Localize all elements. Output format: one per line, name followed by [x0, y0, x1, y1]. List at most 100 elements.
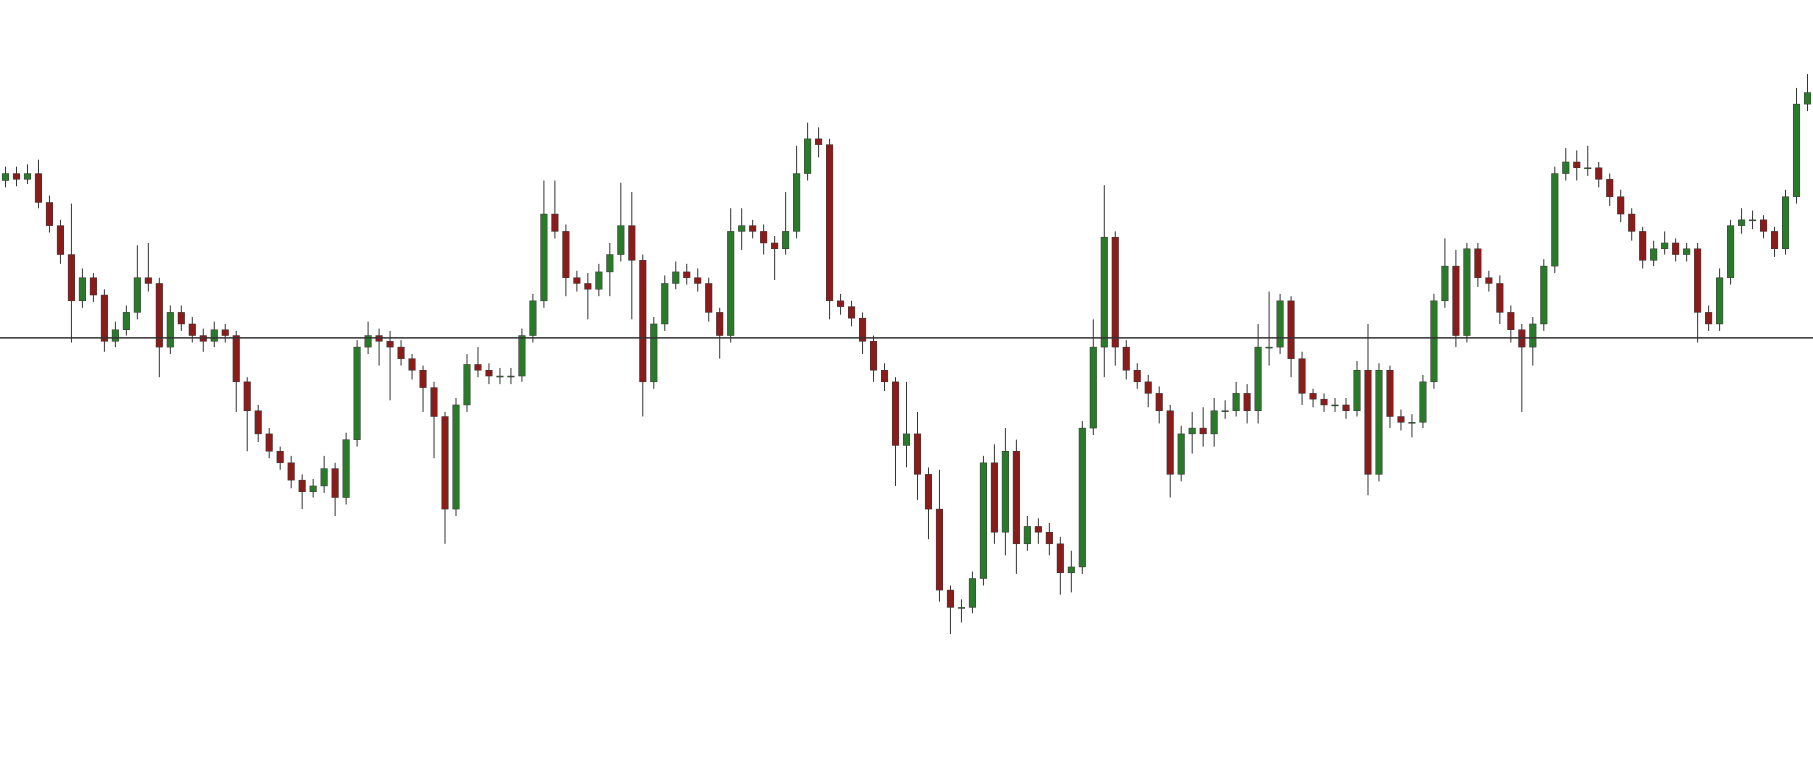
candle-body — [320, 468, 328, 487]
candle-body — [1474, 248, 1482, 278]
candle-body — [507, 375, 515, 378]
candle-body — [155, 283, 163, 348]
candle-body — [1738, 219, 1746, 226]
candle-body — [1133, 369, 1141, 383]
candle-body — [485, 369, 493, 377]
candle-body — [1727, 225, 1735, 278]
candle-body — [1792, 103, 1801, 197]
candle-body — [188, 323, 196, 336]
candle-body — [100, 294, 108, 342]
candle-body — [144, 277, 152, 284]
candle-body — [1320, 398, 1328, 406]
candle-body — [946, 589, 954, 608]
candle-body — [364, 335, 372, 348]
candle-body — [276, 450, 284, 464]
candle-body — [913, 433, 922, 475]
candle-body — [650, 323, 658, 383]
candle-body — [1122, 346, 1130, 371]
candle-body — [1419, 381, 1427, 423]
candle-body — [441, 416, 449, 510]
candle-body — [1243, 393, 1251, 411]
candle-body — [1617, 196, 1625, 215]
candle-body — [23, 173, 32, 180]
candle-body — [727, 231, 735, 336]
candle-body — [1573, 161, 1581, 169]
candle-body — [1803, 92, 1812, 105]
candle-body — [979, 462, 987, 579]
candle-body — [1496, 283, 1504, 313]
candle-body — [1034, 526, 1042, 533]
candle-body — [738, 225, 746, 232]
candle-body — [1397, 416, 1405, 423]
candle-body — [826, 144, 834, 302]
candle-body — [1056, 543, 1064, 573]
candle-body — [639, 260, 647, 383]
candle-body — [1364, 369, 1372, 475]
candle-body — [1540, 265, 1548, 325]
candle-body — [760, 231, 768, 244]
candle-body — [1089, 346, 1097, 429]
candle-body — [89, 277, 97, 296]
candle-body — [990, 462, 998, 533]
candle-body — [957, 607, 965, 609]
candle-body — [45, 202, 53, 226]
candle-body — [254, 410, 262, 435]
candle-body — [452, 404, 460, 510]
candle-body — [1694, 248, 1702, 313]
candle-body — [782, 231, 790, 250]
candle-body — [1012, 450, 1020, 545]
candle-body — [1265, 346, 1273, 349]
candle-body — [705, 283, 713, 313]
candle-body — [891, 381, 900, 446]
candle-body — [265, 433, 273, 452]
candle-body — [122, 312, 130, 330]
candle-body — [177, 312, 185, 325]
candle-body — [309, 485, 317, 492]
candle-body — [1661, 242, 1669, 250]
candle-body — [1155, 393, 1163, 411]
candle-body — [12, 173, 21, 180]
candle-body — [924, 474, 933, 510]
candle-body — [1606, 179, 1614, 197]
candle-body — [1650, 248, 1658, 261]
candle-body — [1276, 300, 1284, 348]
candle-body — [672, 271, 680, 284]
candle-body — [1, 173, 10, 181]
candle-body — [595, 271, 603, 290]
candle-body — [815, 138, 823, 145]
candle-body — [1254, 346, 1262, 411]
candle-body — [56, 225, 64, 255]
candle-body — [463, 364, 471, 406]
candle-body — [1760, 219, 1768, 232]
candle-body — [1309, 393, 1317, 400]
candle-body — [1749, 219, 1757, 222]
candle-body — [1430, 300, 1438, 383]
candle-body — [694, 277, 702, 284]
candle-body — [793, 173, 801, 232]
candle-body — [859, 317, 867, 342]
candle-body — [1551, 173, 1559, 267]
candle-body — [1672, 242, 1680, 255]
candle-body — [67, 254, 75, 302]
candle-body — [1100, 236, 1108, 348]
candle-body — [1485, 277, 1493, 284]
candle-body — [1375, 369, 1383, 475]
candle-body — [540, 213, 548, 302]
candle-body — [1639, 231, 1647, 261]
candle-body — [232, 335, 240, 383]
candle-body — [1177, 433, 1185, 475]
candle-body — [529, 300, 537, 336]
candle-body — [1353, 369, 1361, 411]
candle-body — [1595, 167, 1603, 180]
candle-body — [1452, 265, 1460, 336]
candle-body — [342, 439, 350, 498]
candle-body — [848, 306, 856, 319]
candle-body — [617, 225, 625, 255]
candle-body — [551, 213, 559, 232]
candle-body — [1705, 312, 1713, 325]
candle-body — [1562, 161, 1570, 174]
candle-body — [1166, 410, 1174, 475]
candle-body — [935, 508, 944, 591]
